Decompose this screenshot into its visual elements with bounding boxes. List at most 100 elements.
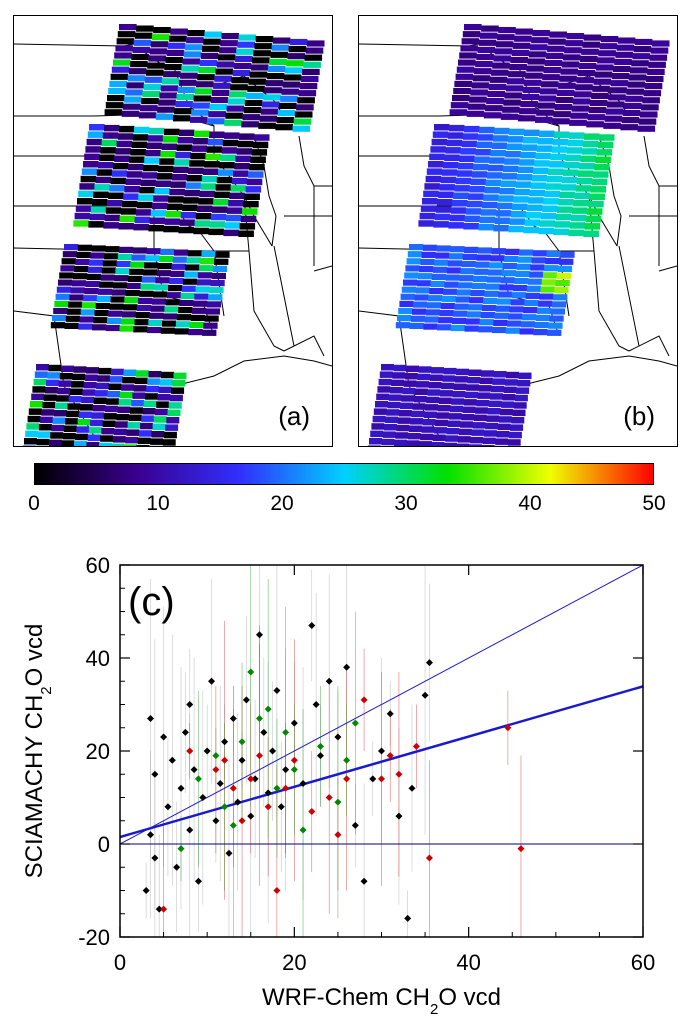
swath-pixel — [137, 201, 153, 209]
swath-pixel — [553, 111, 571, 118]
swath-pixel — [77, 418, 91, 426]
swath-pixel — [113, 162, 129, 170]
swath-pixel — [210, 280, 225, 287]
swath-pixel — [131, 53, 149, 61]
swath-pixel — [128, 414, 142, 422]
swath-pixel — [634, 38, 653, 46]
swath-pixel — [148, 55, 166, 62]
panel-label-a: (a) — [278, 401, 310, 431]
swath-pixel — [214, 258, 229, 265]
swath-pixel — [288, 46, 307, 53]
regression-lines — [119, 564, 644, 845]
swath-pixel — [228, 200, 244, 207]
swath-pixel — [176, 314, 192, 321]
swath-pixel — [454, 80, 472, 87]
swath-pixel — [472, 422, 486, 429]
swath-pixel — [416, 381, 430, 388]
swath-pixel — [208, 294, 223, 301]
swath-pixel — [94, 390, 108, 397]
data-point — [290, 756, 298, 764]
swath-pixel — [473, 68, 492, 75]
swath-pixel — [94, 310, 109, 317]
data-point — [269, 747, 277, 755]
swath-pixel — [530, 264, 545, 271]
swath-pixel — [115, 268, 130, 275]
swath-pixel — [103, 222, 119, 229]
swath-pixel — [152, 202, 168, 210]
swath-pixel — [500, 180, 517, 187]
data-point — [255, 752, 263, 760]
swath-pixel — [100, 435, 114, 442]
swath-pixel — [122, 200, 138, 208]
swath-pixel — [489, 76, 508, 83]
data-point — [308, 807, 316, 815]
swath-pixel — [522, 86, 541, 93]
swath-pixel — [443, 161, 459, 169]
swath-pixel — [141, 172, 158, 179]
swath-pixel — [555, 213, 572, 221]
swath-pixel — [597, 57, 615, 64]
map-b-svg — [359, 24, 677, 446]
swath-pixel — [541, 279, 556, 286]
data-point — [299, 780, 307, 788]
swath-pixel — [194, 293, 209, 300]
swath-pixel — [122, 311, 137, 318]
swath-pixel — [509, 64, 527, 71]
swath-pixel — [499, 284, 514, 291]
swath-pixel — [171, 263, 186, 270]
swath-pixel — [170, 28, 188, 35]
swath-pixel — [181, 285, 197, 292]
swath-pixel — [549, 315, 564, 322]
swath-pixel — [371, 423, 385, 430]
swath-pixel — [199, 265, 214, 272]
swath-pixel — [201, 250, 216, 258]
swath-pixel — [431, 273, 446, 280]
swath-pixel — [199, 59, 218, 67]
swath-pixel — [478, 385, 492, 392]
swath-pixel — [61, 258, 76, 265]
swath-pixel — [594, 71, 613, 78]
swath-pixel — [111, 443, 125, 446]
swath-pixel — [252, 57, 270, 64]
swath-pixel — [122, 376, 136, 384]
swath-pixel — [475, 261, 490, 268]
swath-pixel — [480, 209, 497, 216]
data-point — [208, 677, 216, 685]
swath-pixel — [514, 35, 532, 42]
swath-pixel — [299, 83, 318, 90]
swath-pixel — [132, 46, 151, 53]
swath-pixel — [533, 329, 548, 336]
swath-pixel — [529, 271, 544, 278]
swath-pixel — [441, 382, 455, 390]
swath-pixel — [541, 81, 559, 88]
swath-pixel — [476, 399, 490, 407]
swath-pixel — [280, 95, 298, 102]
swath-pixel — [100, 274, 115, 281]
swath-pixel — [531, 175, 548, 182]
swath-pixel — [159, 158, 175, 165]
swath-pixel — [538, 95, 557, 102]
swath-pixel — [624, 102, 642, 109]
swath-pixel — [146, 248, 161, 255]
swath-pixel — [98, 367, 112, 375]
swath-pixel — [476, 254, 491, 261]
swath-pixel — [568, 229, 584, 237]
swath-pixel — [647, 68, 665, 75]
swath-pixel — [246, 92, 264, 99]
swath-pixel — [434, 124, 450, 131]
swath-pixel — [115, 148, 131, 155]
swath-pixel — [493, 371, 507, 378]
swath-pixel — [584, 133, 600, 140]
map-a-swaths — [22, 24, 325, 446]
data-point — [221, 738, 229, 746]
swath-pixel — [87, 131, 104, 138]
swath-pixel — [581, 148, 598, 155]
swath-pixel — [131, 399, 145, 407]
x-tick-label: 60 — [631, 950, 655, 975]
swath-pixel — [588, 107, 607, 114]
swath-pixel — [289, 38, 308, 46]
swath-pixel — [388, 394, 402, 401]
swath-pixel — [131, 254, 146, 261]
swath-pixel — [86, 138, 103, 146]
swath-pixel — [479, 216, 496, 224]
